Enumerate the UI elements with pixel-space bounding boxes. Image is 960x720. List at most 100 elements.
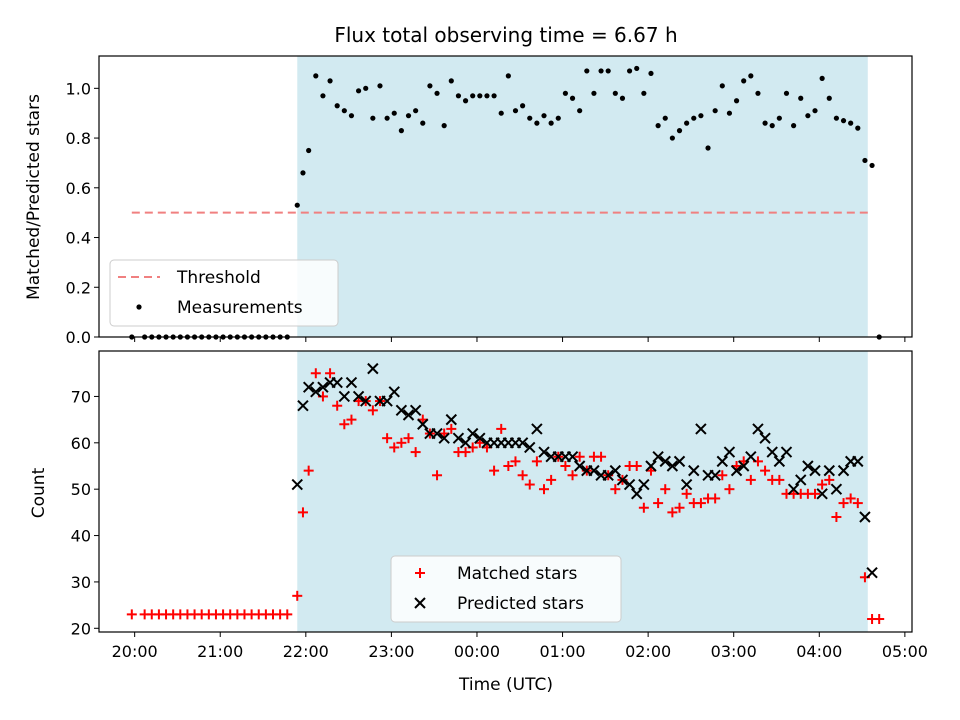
matched-stars-point [292,590,303,601]
measurement-point [413,108,419,114]
matched-stars-point [546,474,557,485]
x-tick-label: 20:00 [112,642,158,661]
measurement-point [762,120,768,126]
measurement-point [719,83,725,89]
measurement-point [833,115,840,121]
matched-stars-point [560,460,571,471]
predicted-stars-point [474,432,486,444]
predicted-stars-point [795,474,807,486]
measurement-point [869,162,875,169]
measurement-point [470,93,476,99]
matched-stars-point [852,498,863,509]
measurement-point [705,145,711,151]
measurement-point [334,103,340,109]
top-panel: 0.0 0.2 0.4 0.6 0.8 1.0 Threshold Measurements [66,55,913,347]
measurement-point [634,65,640,72]
measurement-point [584,68,590,74]
predicted-stars-point [466,427,479,440]
measurement-point [484,93,490,99]
predicted-stars-point [809,464,821,477]
measurement-point [527,115,533,121]
bottom-y-axis-label: Count [29,467,49,518]
x-tick-label: 04:00 [796,642,842,661]
predicted-stars-point [852,455,864,468]
matched-stars-point [596,451,607,462]
predicted-stars-point [345,376,358,389]
predicted-stars-point [409,404,422,417]
predicted-stars-point [609,464,622,477]
measurement-point [370,115,376,121]
measurement-point [598,68,604,74]
matched-stars-point [332,400,343,411]
measurement-point [477,93,483,99]
matched-stars-point [574,451,585,462]
matched-stars-point [660,484,671,495]
predicted-stars-point [367,362,379,375]
matched-stars-point [774,474,785,485]
legend-predicted-label: Predicted stars [457,594,584,614]
measurement-point [741,78,747,84]
matched-stars-point [517,470,528,481]
measurement-point [294,202,300,208]
x-tick-label: 21:00 [197,642,243,661]
predicted-stars-point [866,566,878,579]
top-legend: Threshold Measurements [109,259,339,327]
measurement-point [612,90,618,96]
measurement-point [776,115,782,121]
matched-stars-point [717,470,728,481]
observing-window-band [297,56,868,337]
predicted-stars-point [631,488,643,500]
y-tick-label: 60 [71,434,91,453]
measurement-point [862,157,868,164]
measurement-point [769,123,775,129]
measurement-point [819,75,825,81]
matched-stars-point [653,498,664,509]
measurement-point [748,73,754,79]
predicted-stars-point [459,437,472,449]
measurement-point [848,120,854,126]
measurement-point [605,68,611,74]
matched-stars-point [845,493,856,504]
matched-stars-point [567,470,578,481]
measurement-point [434,90,440,96]
measurement-point [698,113,704,119]
matched-stars-point [396,437,407,448]
measurement-point [641,90,647,96]
y-tick-label: 0.6 [66,179,91,198]
measurement-point [498,110,504,116]
measurement-point [405,113,412,119]
matched-stars-point [126,609,137,620]
measurement-point [455,93,462,99]
measurement-point [626,68,633,74]
matched-stars-point [681,488,692,499]
y-tick-label: 0.4 [66,229,91,248]
measurement-point [755,90,761,96]
matched-stars-point [724,484,735,495]
top-y-axis-label: Matched/Predicted stars [24,94,44,300]
predicted-stars-point [302,381,315,393]
matched-stars-point [297,507,308,518]
predicted-stars-point [787,483,800,495]
bottom-legend: Matched stars Predicted stars [390,555,622,623]
legend-measurements-swatch [136,304,142,310]
predicted-stars-point [310,386,322,398]
predicted-stars-point [773,455,786,468]
y-tick-label: 30 [71,573,91,592]
predicted-stars-point [438,432,450,444]
predicted-stars-point [766,446,778,458]
predicted-stars-point [395,404,408,417]
legend-measurements-label: Measurements [177,298,303,318]
predicted-stars-point [297,400,309,412]
matched-stars-point [410,447,421,458]
matched-stars-point [510,456,521,467]
measurement-point [512,108,519,114]
measurement-point [712,108,718,114]
measurement-point [355,88,362,94]
matched-stars-point [339,419,350,430]
measurement-point [348,113,355,119]
predicted-stars-point [573,460,586,472]
measurement-point [655,123,661,129]
matched-stars-point [631,460,642,471]
measurement-point [313,73,319,79]
bottom-panel: 20 30 40 50 60 70 20:00 21:00 22:00 23:00 00:00 01:… [71,350,928,661]
